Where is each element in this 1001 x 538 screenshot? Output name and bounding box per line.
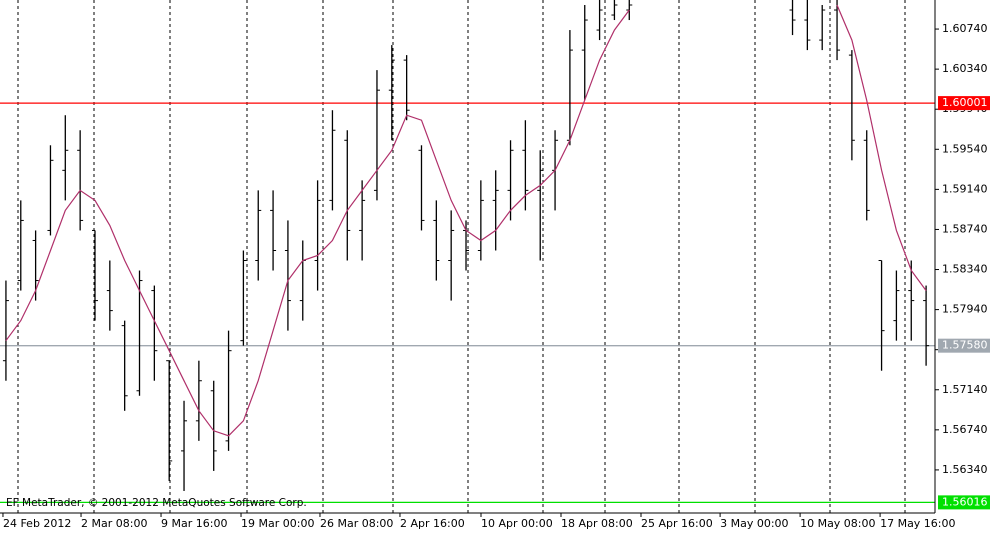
y-tick-label: 1.57940 [942,303,988,316]
y-tick-label: 1.60740 [942,22,988,35]
x-tick-label: 25 Apr 16:00 [641,517,713,530]
level-box [938,338,990,353]
x-tick-label: 10 Apr 00:00 [481,517,553,530]
y-tick-label: 1.57140 [942,383,988,396]
y-tick-label: 1.59540 [942,142,988,155]
x-tick-label: 2 Apr 16:00 [400,517,465,530]
x-tick-label: 18 Apr 08:00 [561,517,633,530]
level-box [938,495,990,510]
axes: 1.607401.603401.599401.595401.591401.587… [2,22,990,530]
y-tick-label: 1.60340 [942,62,988,75]
level-box [938,96,990,111]
y-tick-label: 1.58740 [942,222,988,235]
x-tick-label: 3 May 00:00 [720,517,788,530]
x-tick-label: 9 Mar 16:00 [161,517,227,530]
x-tick-label: 2 Mar 08:00 [81,517,147,530]
y-tick-label: 1.56340 [942,463,988,476]
period-separators [17,0,906,513]
y-tick-label: 1.58340 [942,263,988,276]
plot-area [0,0,935,504]
level-label: 1.57580 [942,339,988,352]
x-tick-label: 24 Feb 2012 [3,517,71,530]
watermark: EF MetaTrader, © 2001-2012 MetaQuotes So… [6,497,307,509]
x-tick-label: 10 May 08:00 [800,517,875,530]
level-label: 1.56016 [942,495,988,508]
level-label: 1.60001 [942,96,988,109]
x-tick-label: 19 Mar 00:00 [241,517,314,530]
x-tick-label: 26 Mar 08:00 [320,517,393,530]
x-tick-label: 17 May 16:00 [880,517,955,530]
y-tick-label: 1.56740 [942,423,988,436]
moving-average [5,4,927,437]
y-tick-label: 1.59140 [942,182,988,195]
